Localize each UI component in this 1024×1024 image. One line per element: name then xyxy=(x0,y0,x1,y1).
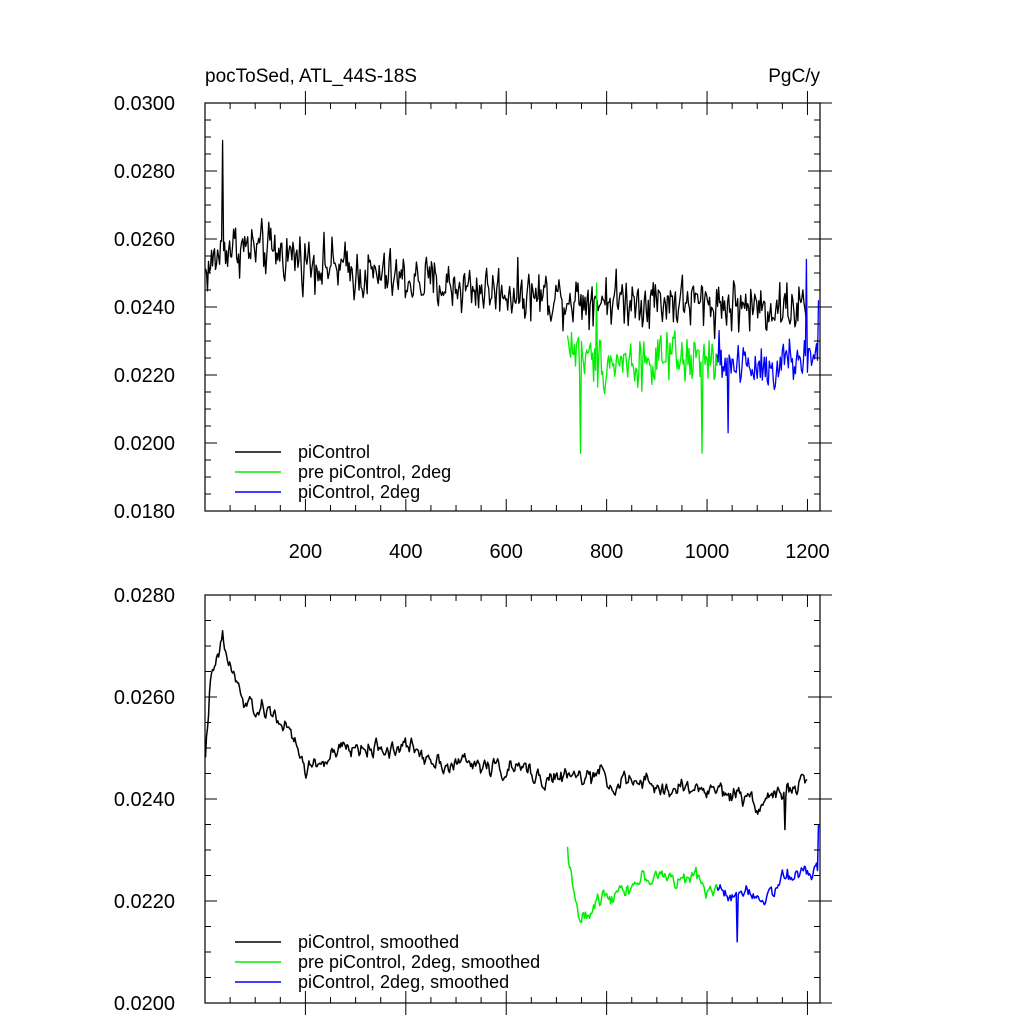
legend-label: piControl xyxy=(298,442,370,462)
legend-label: pre piControl, 2deg, smoothed xyxy=(298,952,540,972)
x-tick-label: 800 xyxy=(590,541,623,563)
y-tick-label: 0.0200 xyxy=(114,993,175,1015)
series-line-top-2 xyxy=(716,258,820,434)
y-tick-label: 0.0180 xyxy=(114,501,175,523)
y-tick-label: 0.0280 xyxy=(114,585,175,607)
y-tick-label: 0.0220 xyxy=(114,891,175,913)
top-axis-layer: 200 400 600 800 1000 1200 0.0180 0.0200 0.0220 0.… xyxy=(114,91,832,563)
x-tick-label: 600 xyxy=(490,541,523,563)
legend-label: piControl, 2deg, smoothed xyxy=(298,972,509,992)
bottom-axis-layer: 0.0200 0.0220 0.0240 0.0260 0.0280 xyxy=(114,585,832,1015)
top-series-layer xyxy=(204,139,820,454)
legend-label: piControl, smoothed xyxy=(298,932,459,952)
top-panel: pocToSed, ATL_44S-18S PgC/y 200 400 600 800… xyxy=(114,66,832,563)
x-tick-label: 1000 xyxy=(685,541,730,563)
y-tick-label: 0.0220 xyxy=(114,365,175,387)
x-tick-label: 400 xyxy=(389,541,422,563)
y-tick-label: 0.0240 xyxy=(114,297,175,319)
top-panel-title: pocToSed, ATL_44S-18S xyxy=(205,66,417,87)
y-tick-label: 0.0240 xyxy=(114,789,175,811)
legend-label: pre piControl, 2deg xyxy=(298,462,451,482)
series-line-bottom-1 xyxy=(566,846,718,923)
series-line-bottom-2 xyxy=(716,824,820,943)
bottom-panel: 0.0200 0.0220 0.0240 0.0260 0.0280 piControl… xyxy=(114,585,832,1015)
legend-label: piControl, 2deg xyxy=(298,482,420,502)
y-tick-label: 0.0300 xyxy=(114,93,175,115)
y-tick-label: 0.0200 xyxy=(114,433,175,455)
x-tick-label: 200 xyxy=(289,541,322,563)
x-tick-label: 1200 xyxy=(785,541,830,563)
y-tick-label: 0.0280 xyxy=(114,161,175,183)
series-line-bottom-0 xyxy=(204,629,808,831)
y-tick-label: 0.0260 xyxy=(114,229,175,251)
series-line-top-0 xyxy=(204,139,808,340)
bottom-series-layer xyxy=(204,629,820,943)
series-line-top-1 xyxy=(566,282,718,454)
top-panel-units: PgC/y xyxy=(768,66,820,87)
y-tick-label: 0.0260 xyxy=(114,687,175,709)
